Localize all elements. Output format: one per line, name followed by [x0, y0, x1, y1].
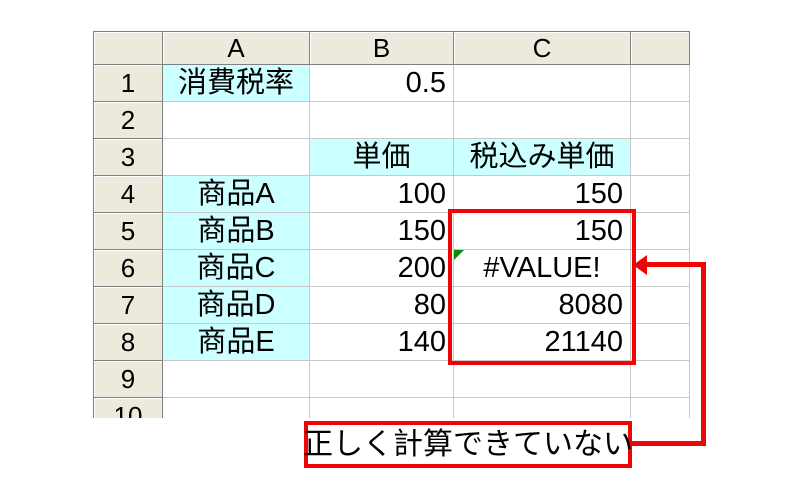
- spreadsheet: A B C 1 消費税率 0.5 2 3 単価 税込み単価 4 商品A: [93, 31, 690, 418]
- cell-B5[interactable]: 150: [310, 213, 454, 250]
- callout-box: 正しく計算できていない: [303, 421, 633, 468]
- column-header-A[interactable]: A: [163, 32, 310, 65]
- error-highlight-frame: [448, 209, 636, 365]
- cell-A5[interactable]: 商品B: [163, 213, 310, 250]
- error-indicator-icon: [454, 250, 464, 260]
- select-all-corner[interactable]: [94, 32, 163, 65]
- cell-C9[interactable]: [454, 361, 631, 398]
- cell-C8[interactable]: 21140: [454, 324, 631, 361]
- cell-B7[interactable]: 80: [310, 287, 454, 324]
- callout-label: 正しく計算できていない: [303, 427, 633, 461]
- cell-C5[interactable]: 150: [454, 213, 631, 250]
- cell-C1[interactable]: [454, 65, 631, 102]
- column-header-D[interactable]: [631, 32, 690, 65]
- row-header-7[interactable]: 7: [94, 287, 163, 324]
- row-header-6[interactable]: 6: [94, 250, 163, 287]
- error-value-text: #VALUE!: [483, 251, 601, 284]
- cell-D4[interactable]: [631, 176, 690, 213]
- cell-D7[interactable]: [631, 287, 690, 324]
- cell-B3[interactable]: 単価: [310, 139, 454, 176]
- cell-D2[interactable]: [631, 102, 690, 139]
- cell-C10[interactable]: [454, 398, 631, 418]
- row-header-9[interactable]: 9: [94, 361, 163, 398]
- cell-D8[interactable]: [631, 324, 690, 361]
- cell-B4[interactable]: 100: [310, 176, 454, 213]
- column-header-B[interactable]: B: [310, 32, 454, 65]
- cell-D1[interactable]: [631, 65, 690, 102]
- row-header-10[interactable]: 10: [94, 398, 163, 418]
- cell-B10[interactable]: [310, 398, 454, 418]
- cell-A9[interactable]: [163, 361, 310, 398]
- column-header-C[interactable]: C: [454, 32, 631, 65]
- red-arrow-line-vertical: [701, 262, 706, 446]
- cell-A6[interactable]: 商品C: [163, 250, 310, 287]
- red-arrow-head-icon: [633, 255, 647, 275]
- cell-C3[interactable]: 税込み単価: [454, 139, 631, 176]
- red-arrow-line-bottom: [630, 441, 706, 446]
- cell-C4[interactable]: 150: [454, 176, 631, 213]
- cell-A7[interactable]: 商品D: [163, 287, 310, 324]
- row-header-8[interactable]: 8: [94, 324, 163, 361]
- cell-C7[interactable]: 8080: [454, 287, 631, 324]
- row-header-5[interactable]: 5: [94, 213, 163, 250]
- cell-A10[interactable]: [163, 398, 310, 418]
- cell-B2[interactable]: [310, 102, 454, 139]
- cell-B9[interactable]: [310, 361, 454, 398]
- red-arrow-line-top: [646, 262, 706, 267]
- cell-C2[interactable]: [454, 102, 631, 139]
- cell-B8[interactable]: 140: [310, 324, 454, 361]
- cell-D3[interactable]: [631, 139, 690, 176]
- row-header-1[interactable]: 1: [94, 65, 163, 102]
- cell-C6-value-error[interactable]: #VALUE!: [454, 250, 631, 287]
- row-header-4[interactable]: 4: [94, 176, 163, 213]
- cell-B6[interactable]: 200: [310, 250, 454, 287]
- cell-B1[interactable]: 0.5: [310, 65, 454, 102]
- cell-A3[interactable]: [163, 139, 310, 176]
- cell-D9[interactable]: [631, 361, 690, 398]
- cell-A2[interactable]: [163, 102, 310, 139]
- row-header-2[interactable]: 2: [94, 102, 163, 139]
- cell-A4[interactable]: 商品A: [163, 176, 310, 213]
- cell-D10[interactable]: [631, 398, 690, 418]
- row-header-3[interactable]: 3: [94, 139, 163, 176]
- cell-A1[interactable]: 消費税率: [163, 65, 310, 102]
- cell-D5[interactable]: [631, 213, 690, 250]
- spreadsheet-grid: A B C 1 消費税率 0.5 2 3 単価 税込み単価 4 商品A: [93, 31, 690, 418]
- cell-A8[interactable]: 商品E: [163, 324, 310, 361]
